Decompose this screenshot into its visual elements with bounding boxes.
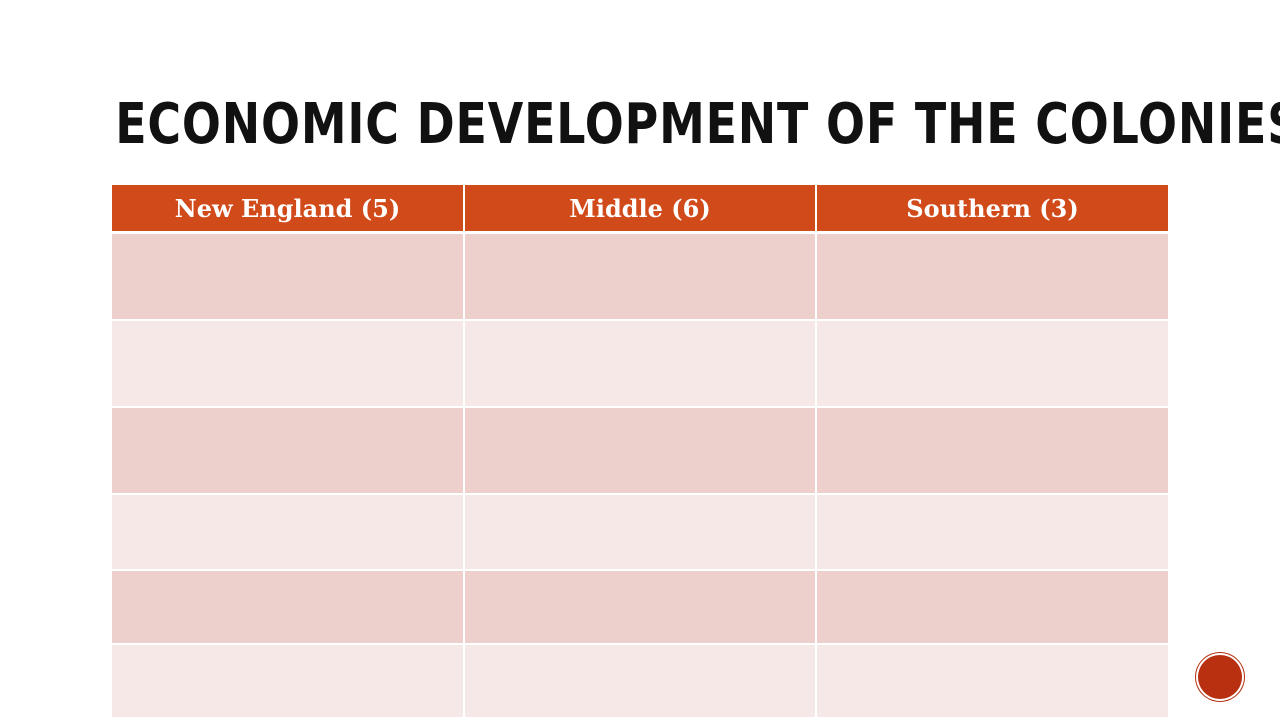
title: Economic Development of the Colonies bbox=[115, 92, 1280, 157]
table: New England (5) Middle (6) Southern (3) bbox=[112, 185, 1168, 719]
row bbox=[112, 319, 1168, 408]
row bbox=[112, 569, 1168, 645]
row bbox=[112, 406, 1168, 495]
nav-button[interactable] bbox=[1198, 655, 1242, 699]
row bbox=[112, 643, 1168, 719]
column-header: Middle (6) bbox=[464, 185, 817, 234]
column-header: New England (5) bbox=[112, 185, 465, 234]
header-row: New England (5) Middle (6) Southern (3) bbox=[112, 185, 1168, 234]
row bbox=[112, 493, 1168, 571]
row bbox=[112, 232, 1168, 321]
column-header: Southern (3) bbox=[816, 185, 1168, 234]
